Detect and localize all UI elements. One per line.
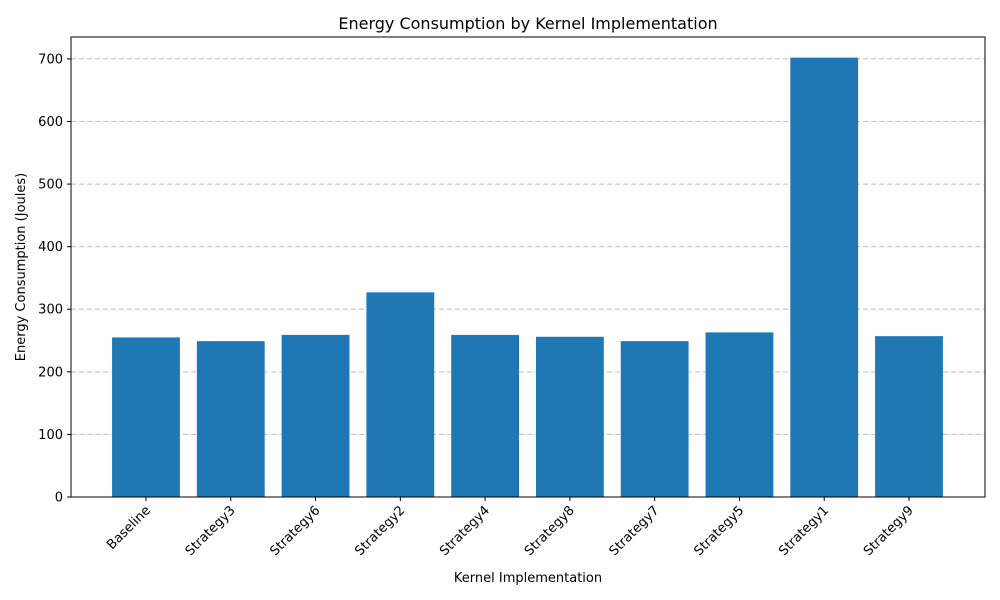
x-tick-label: Strategy6 [268, 503, 324, 559]
x-tick-label: Strategy3 [183, 503, 239, 559]
x-axis-label: Kernel Implementation [454, 571, 602, 586]
bar-strategy8 [535, 336, 604, 497]
y-tick-label: 400 [38, 240, 63, 255]
bar-strategy6 [281, 334, 350, 497]
x-tick-label: Baseline [104, 503, 154, 553]
x-tick-label: Strategy9 [861, 503, 917, 559]
bar-strategy9 [875, 336, 943, 497]
bar-strategy1 [790, 57, 859, 497]
chart-title: Energy Consumption by Kernel Implementat… [338, 14, 717, 33]
bar-strategy3 [196, 341, 265, 497]
y-tick-label: 500 [38, 178, 63, 193]
y-axis: 0 100 200 300 400 500 600 700 [38, 52, 71, 506]
plot-frame [70, 36, 986, 498]
y-tick-label: 600 [38, 115, 63, 130]
bars [112, 57, 943, 497]
y-axis-label: Energy Consumption (Joules) [14, 173, 29, 361]
x-tick-label: Strategy4 [437, 503, 493, 559]
bar-strategy5 [705, 332, 774, 497]
y-tick-label: 200 [38, 365, 63, 380]
bar-strategy7 [620, 341, 689, 497]
x-tick-label: Strategy8 [522, 503, 578, 559]
bar-strategy2 [366, 292, 435, 497]
x-tick-label: Strategy2 [352, 503, 408, 559]
x-tick-label: Strategy5 [691, 503, 747, 559]
x-tick-label: Strategy7 [607, 503, 663, 559]
y-tick-label: 0 [55, 491, 63, 506]
x-tick-label: Strategy1 [776, 503, 832, 559]
y-tick-label: 300 [38, 303, 63, 318]
y-tick-label: 100 [38, 428, 63, 443]
x-axis: Baseline Strategy3 Strategy6 Strategy2 Strat… [104, 497, 917, 559]
bar-baseline [112, 337, 180, 497]
y-tick-label: 700 [38, 52, 63, 67]
bar-strategy4 [451, 334, 520, 497]
